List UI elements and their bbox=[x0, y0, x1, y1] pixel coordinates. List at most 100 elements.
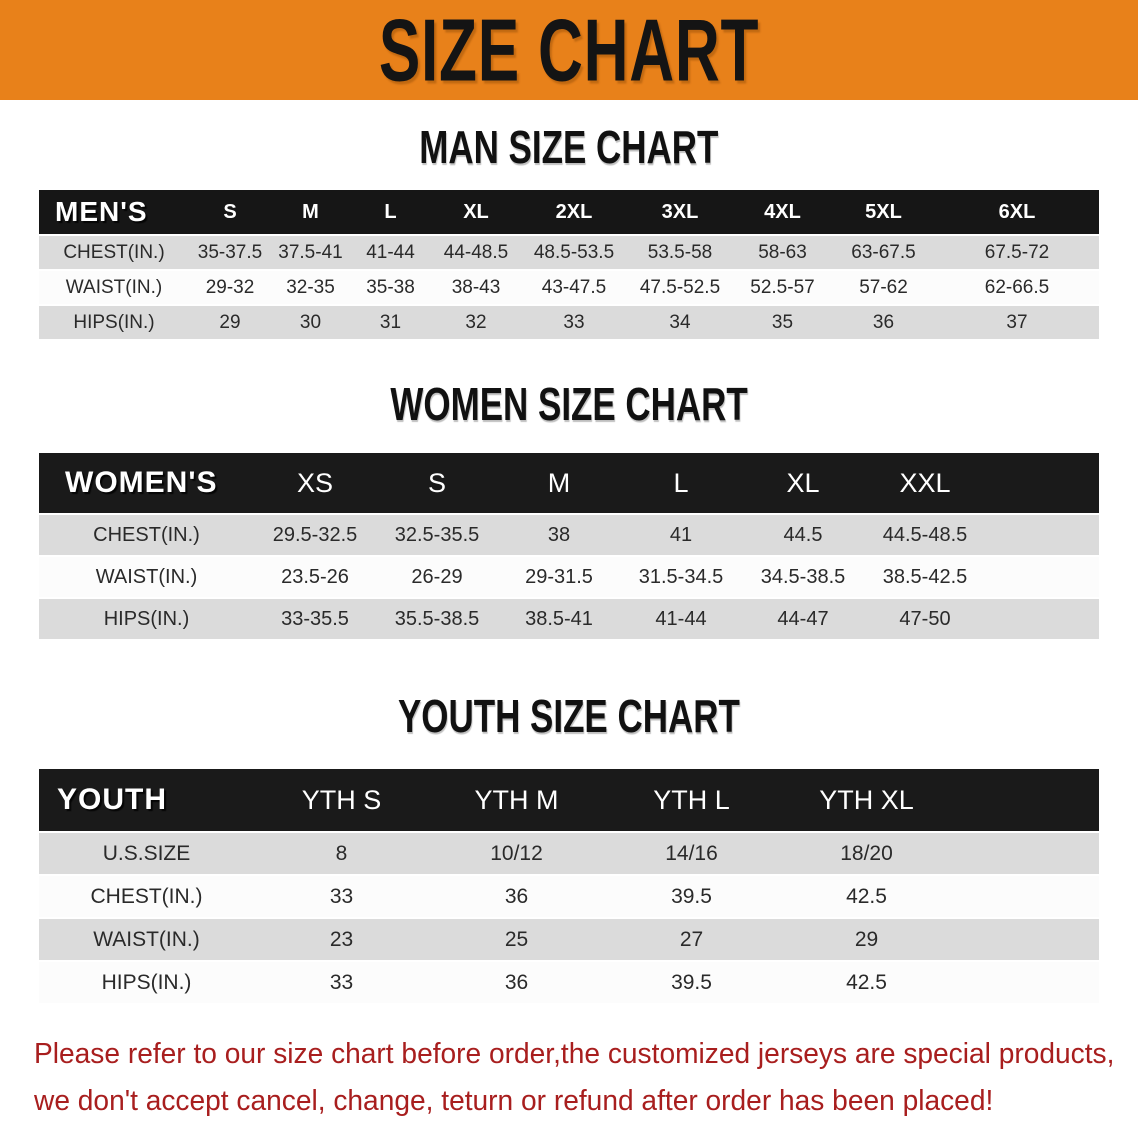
size-column-header: YTH S bbox=[301, 784, 382, 815]
table-cell: 34.5-38.5 bbox=[760, 565, 846, 588]
row-label: HIPS(IN.) bbox=[103, 607, 190, 630]
table-row: HIPS(IN.) 29 30 31 32 33 34 35 36 37 bbox=[39, 306, 1099, 341]
size-column-header: L bbox=[673, 467, 689, 498]
table-cell: 29 bbox=[854, 927, 879, 951]
table-cell: 35.5-38.5 bbox=[394, 607, 480, 630]
table-row: WAIST(IN.) 23 25 27 29 bbox=[39, 919, 1099, 962]
women-header-label: WOMEN'S bbox=[65, 466, 218, 499]
table-cell: 30 bbox=[299, 311, 322, 333]
table-cell: 43-47.5 bbox=[541, 276, 607, 298]
table-cell: 38.5-42.5 bbox=[882, 565, 968, 588]
size-column-header: M bbox=[302, 200, 319, 223]
women-section-heading: WOMEN SIZE CHART bbox=[0, 381, 1138, 427]
table-cell: 44-47 bbox=[777, 607, 829, 630]
table-cell: 33 bbox=[329, 884, 354, 908]
order-policy-line-2: we don't accept cancel, change, teturn o… bbox=[34, 1084, 994, 1117]
table-cell: 67.5-72 bbox=[984, 241, 1050, 263]
size-column-header: S bbox=[427, 467, 446, 498]
table-cell: 41 bbox=[669, 523, 693, 546]
table-row: CHEST(IN.) 35-37.5 37.5-41 41-44 44-48.5… bbox=[39, 236, 1099, 271]
size-column-header: YTH L bbox=[653, 784, 730, 815]
men-section-heading: MAN SIZE CHART bbox=[0, 124, 1138, 170]
youth-header-row: YOUTH YTH S YTH M YTH L YTH XL bbox=[39, 769, 1099, 833]
size-column-header: XS bbox=[296, 467, 334, 498]
size-chart-banner: SIZE CHART bbox=[0, 0, 1138, 100]
table-cell: 35-37.5 bbox=[197, 241, 263, 263]
table-cell: 33-35.5 bbox=[281, 607, 349, 630]
table-cell: 57-62 bbox=[859, 276, 908, 298]
women-heading-text: WOMEN SIZE CHART bbox=[390, 378, 748, 430]
table-cell: 42.5 bbox=[846, 970, 887, 994]
size-column-header: 2XL bbox=[555, 200, 593, 223]
table-cell: 39.5 bbox=[671, 884, 712, 908]
table-cell: 48.5-53.5 bbox=[533, 241, 615, 263]
table-row: WAIST(IN.) 23.5-26 26-29 29-31.5 31.5-34… bbox=[39, 557, 1099, 599]
table-cell: 42.5 bbox=[846, 884, 887, 908]
row-label: HIPS(IN.) bbox=[73, 311, 155, 333]
row-label: CHEST(IN.) bbox=[90, 884, 203, 908]
table-cell: 44.5 bbox=[783, 523, 823, 546]
table-cell: 25 bbox=[504, 927, 529, 951]
table-cell: 29.5-32.5 bbox=[272, 523, 358, 546]
table-cell: 29 bbox=[219, 311, 241, 333]
table-cell: 29-32 bbox=[205, 276, 255, 298]
table-cell: 33 bbox=[563, 311, 585, 333]
table-cell: 27 bbox=[679, 927, 704, 951]
table-cell: 35 bbox=[771, 311, 794, 333]
table-cell: 41-44 bbox=[366, 241, 415, 263]
table-cell: 32.5-35.5 bbox=[394, 523, 480, 546]
table-cell: 62-66.5 bbox=[984, 276, 1050, 298]
table-cell: 29-31.5 bbox=[525, 565, 593, 588]
size-column-header: XXL bbox=[899, 467, 951, 498]
row-label: WAIST(IN.) bbox=[95, 565, 198, 588]
table-cell: 35-38 bbox=[366, 276, 415, 298]
row-label: CHEST(IN.) bbox=[93, 523, 200, 546]
size-column-header: XL bbox=[786, 467, 820, 498]
table-cell: 14/16 bbox=[665, 841, 718, 865]
banner-title: SIZE CHART bbox=[378, 0, 760, 100]
table-cell: 47.5-52.5 bbox=[639, 276, 721, 298]
men-heading-text: MAN SIZE CHART bbox=[419, 121, 719, 173]
table-cell: 8 bbox=[335, 841, 348, 865]
men-header-label: MEN'S bbox=[55, 196, 148, 227]
table-cell: 36 bbox=[872, 311, 895, 333]
row-label: HIPS(IN.) bbox=[101, 970, 192, 994]
row-label: WAIST(IN.) bbox=[65, 276, 163, 298]
table-cell: 32-35 bbox=[286, 276, 335, 298]
youth-heading-text: YOUTH SIZE CHART bbox=[398, 690, 740, 742]
table-row: CHEST(IN.) 29.5-32.5 32.5-35.5 38 41 44.… bbox=[39, 515, 1099, 557]
youth-header-label: YOUTH bbox=[57, 783, 167, 816]
table-cell: 10/12 bbox=[490, 841, 543, 865]
table-row: U.S.SIZE 8 10/12 14/16 18/20 bbox=[39, 833, 1099, 876]
men-size-table: MEN'S S M L XL 2XL 3XL 4XL 5XL 6XL CHEST… bbox=[39, 190, 1099, 341]
table-cell: 23 bbox=[329, 927, 354, 951]
table-cell: 44.5-48.5 bbox=[882, 523, 968, 546]
table-cell: 36 bbox=[504, 884, 529, 908]
table-cell: 37 bbox=[1006, 311, 1028, 333]
row-label: U.S.SIZE bbox=[102, 841, 191, 865]
order-policy-line-1: Please refer to our size chart before or… bbox=[34, 1038, 1115, 1070]
table-cell: 52.5-57 bbox=[750, 276, 815, 298]
women-size-table: WOMEN'S XS S M L XL XXL CHEST(IN.) 29.5-… bbox=[39, 453, 1099, 641]
order-policy-note: Please refer to our size chart before or… bbox=[34, 1031, 1115, 1125]
table-cell: 63-67.5 bbox=[851, 241, 916, 263]
table-cell: 47-50 bbox=[899, 607, 951, 630]
size-column-header: XL bbox=[463, 200, 489, 223]
youth-section-heading: YOUTH SIZE CHART bbox=[0, 693, 1138, 739]
table-row: HIPS(IN.) 33 36 39.5 42.5 bbox=[39, 962, 1099, 1005]
youth-size-table: YOUTH YTH S YTH M YTH L YTH XL U.S.SIZE … bbox=[39, 769, 1099, 1005]
table-cell: 23.5-26 bbox=[281, 565, 349, 588]
size-column-header: 6XL bbox=[998, 200, 1036, 223]
table-cell: 44-48.5 bbox=[443, 241, 509, 263]
size-column-header: L bbox=[384, 200, 397, 223]
row-label: WAIST(IN.) bbox=[93, 927, 200, 951]
table-cell: 31 bbox=[379, 311, 402, 333]
table-row: CHEST(IN.) 33 36 39.5 42.5 bbox=[39, 876, 1099, 919]
table-cell: 53.5-58 bbox=[647, 241, 713, 263]
table-row: WAIST(IN.) 29-32 32-35 35-38 38-43 43-47… bbox=[39, 271, 1099, 306]
women-header-row: WOMEN'S XS S M L XL XXL bbox=[39, 453, 1099, 515]
table-cell: 34 bbox=[669, 311, 691, 333]
table-cell: 39.5 bbox=[671, 970, 712, 994]
table-cell: 31.5-34.5 bbox=[638, 565, 724, 588]
size-column-header: 4XL bbox=[764, 200, 801, 223]
